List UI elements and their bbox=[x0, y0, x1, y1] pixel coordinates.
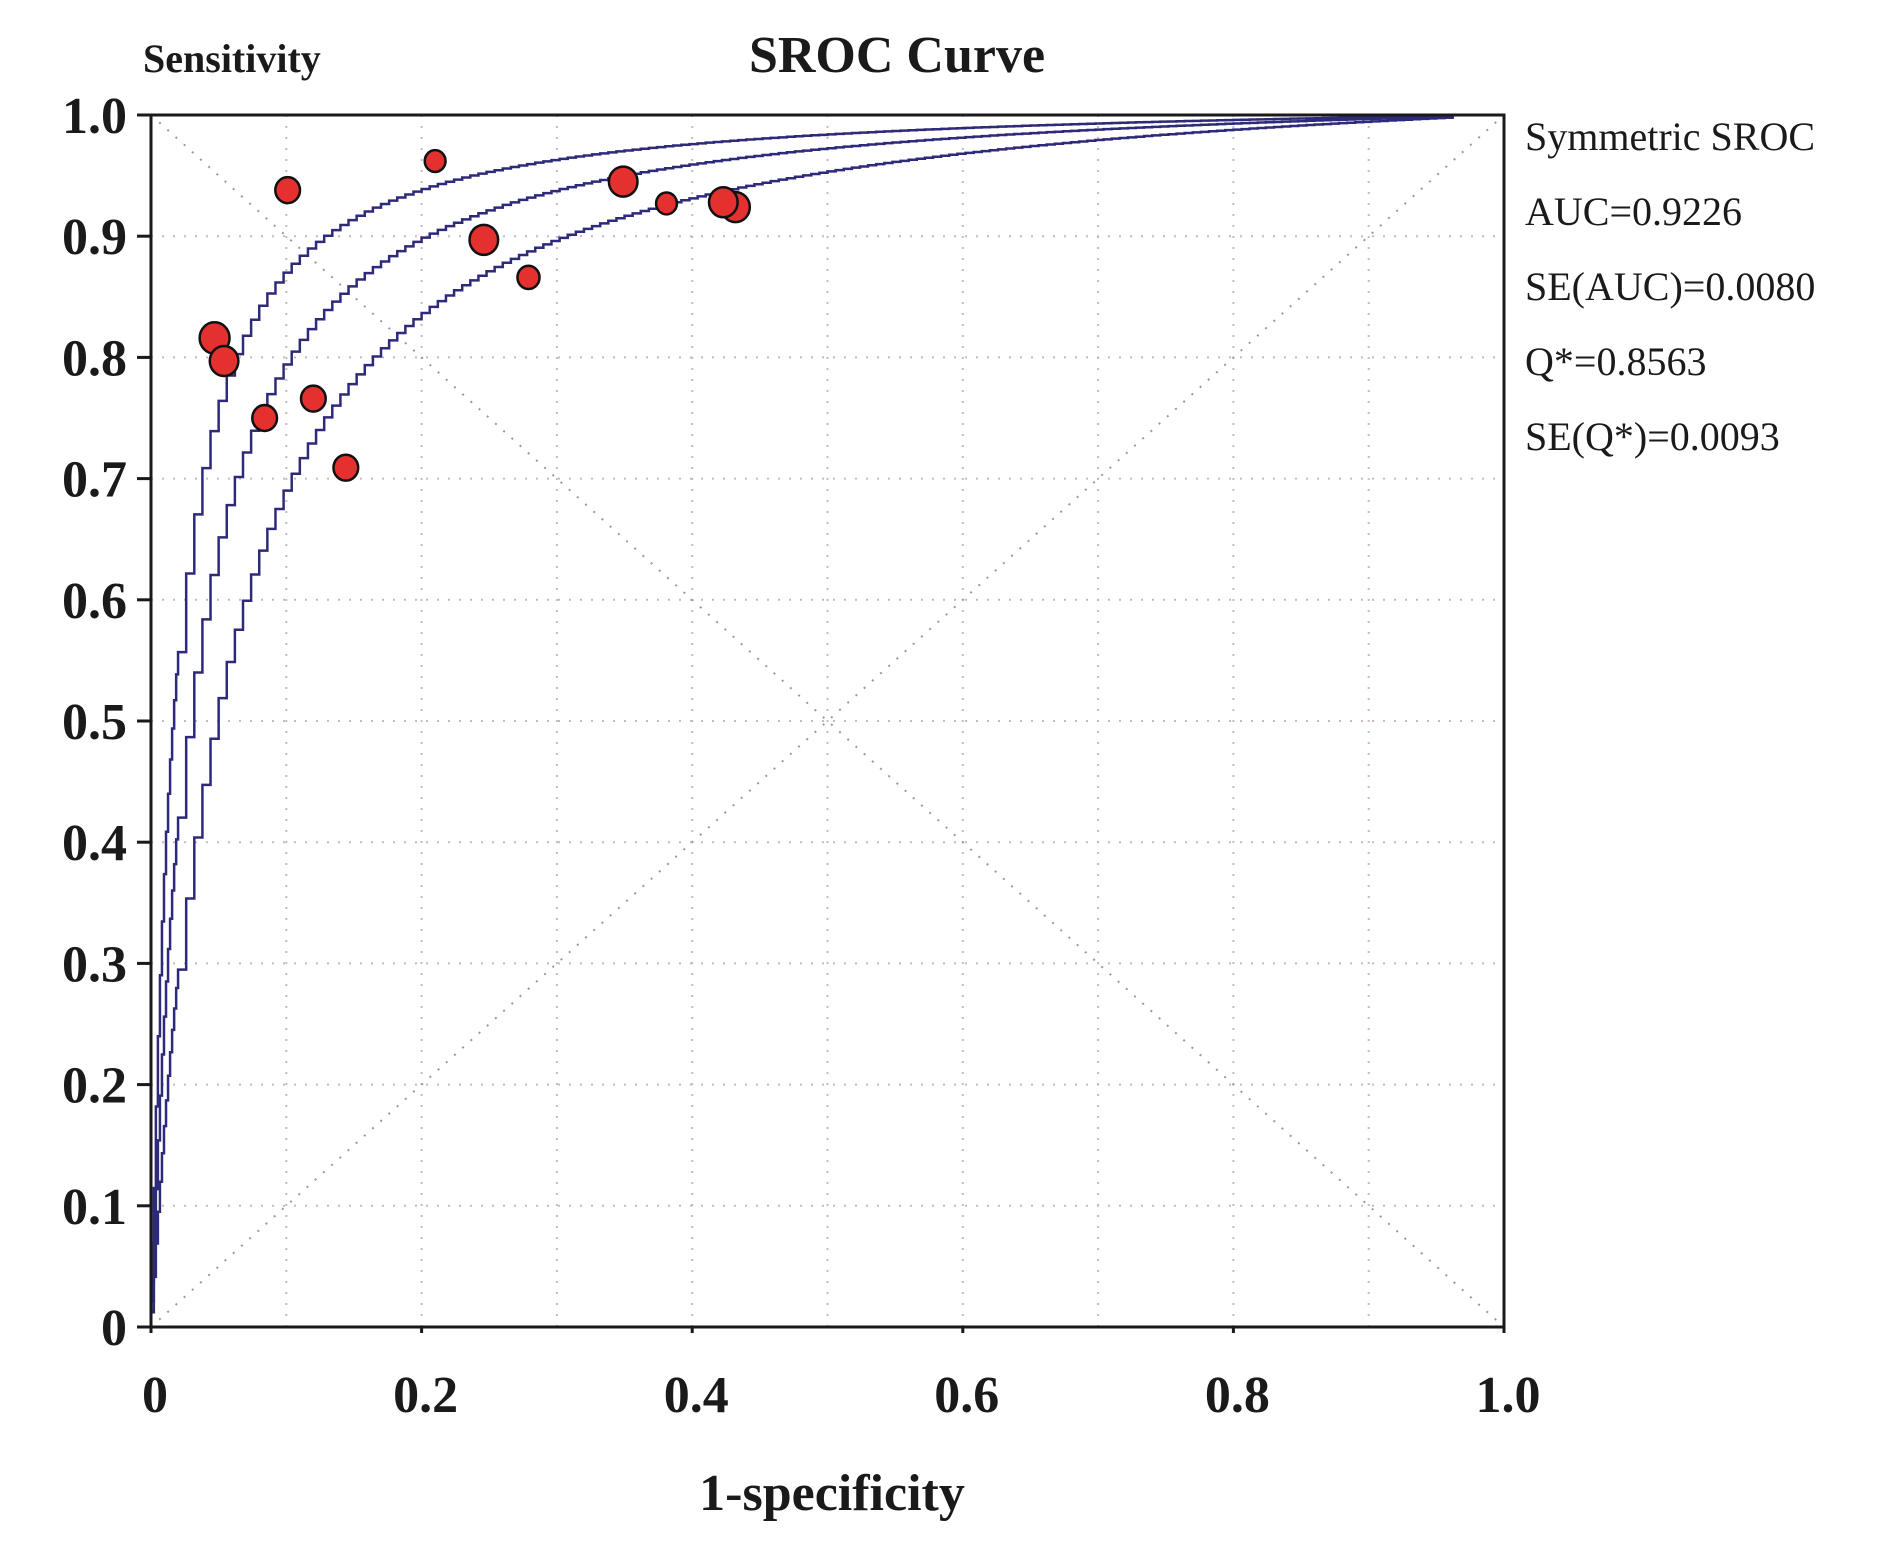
y-tick-label: 0.5 bbox=[62, 694, 127, 751]
y-tick-label: 0 bbox=[101, 1300, 127, 1357]
stat-method: Symmetric SROC bbox=[1525, 114, 1815, 159]
stats-annotation: Symmetric SROC AUC=0.9226 SE(AUC)=0.0080… bbox=[1525, 114, 1815, 459]
chart-title: SROC Curve bbox=[749, 27, 1045, 84]
study-point bbox=[468, 223, 500, 257]
y-tick-label: 0.2 bbox=[62, 1058, 127, 1115]
study-point bbox=[516, 264, 541, 291]
stat-auc: AUC=0.9226 bbox=[1525, 189, 1742, 234]
sroc-curve-lower-bound bbox=[151, 116, 1454, 1314]
y-tick-label: 0.4 bbox=[62, 815, 127, 872]
grid bbox=[151, 115, 1504, 1327]
y-tick-label: 0.7 bbox=[62, 452, 127, 509]
y-tick-label: 0.3 bbox=[62, 936, 127, 993]
y-axis-label: Sensitivity bbox=[143, 36, 321, 81]
sroc-curve-upper-bound bbox=[151, 114, 1454, 1286]
sroc-curve-symmetric-sroc bbox=[151, 115, 1454, 1303]
y-tick-label: 0.6 bbox=[62, 573, 127, 630]
study-point bbox=[274, 175, 302, 205]
study-point bbox=[299, 384, 327, 413]
stat-se-q-star: SE(Q*)=0.0093 bbox=[1525, 414, 1780, 459]
stat-se-auc: SE(AUC)=0.0080 bbox=[1525, 264, 1815, 309]
x-tick-label: 0.4 bbox=[664, 1367, 729, 1424]
study-point bbox=[607, 165, 639, 198]
study-point bbox=[208, 344, 240, 378]
x-tick-label: 1.0 bbox=[1476, 1367, 1541, 1424]
study-point bbox=[423, 148, 447, 174]
x-tick-label: 0.8 bbox=[1205, 1367, 1270, 1424]
axes: 0 0.1 0.2 0.3 0.4 0.5 0.6 0.7 0.8 0.9 1.0 0 0.2 0.4 0.… bbox=[62, 88, 1541, 1424]
y-tick-label: 1.0 bbox=[62, 88, 127, 145]
stat-q-star: Q*=0.8563 bbox=[1525, 339, 1706, 384]
study-point bbox=[251, 403, 279, 433]
study-points bbox=[198, 148, 752, 482]
y-tick-label: 0.1 bbox=[62, 1179, 127, 1236]
study-point bbox=[707, 185, 739, 219]
y-tick-label: 0.8 bbox=[62, 330, 127, 387]
x-axis-label: 1-specificity bbox=[699, 1465, 965, 1522]
x-tick-label: 0.2 bbox=[393, 1367, 458, 1424]
sroc-curves bbox=[151, 114, 1454, 1314]
y-tick-label: 0.9 bbox=[62, 209, 127, 266]
study-point bbox=[654, 191, 679, 216]
study-point bbox=[332, 453, 360, 482]
x-tick-label: 0 bbox=[142, 1367, 168, 1424]
x-tick-label: 0.6 bbox=[934, 1367, 999, 1424]
